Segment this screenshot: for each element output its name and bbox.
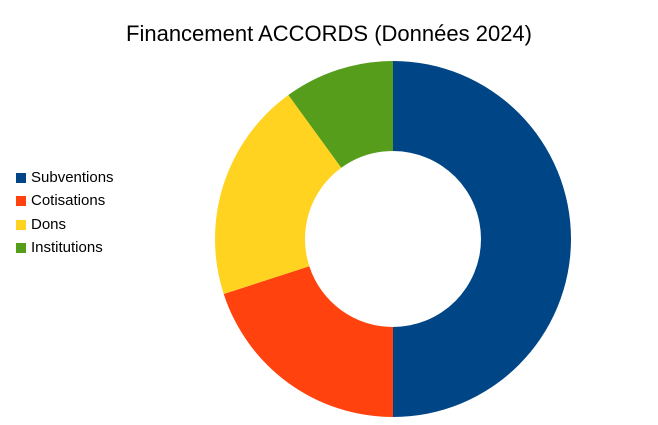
legend-label-subventions: Subventions	[31, 168, 114, 186]
legend-swatch-subventions	[16, 172, 26, 183]
legend-item-subventions: Subventions	[16, 166, 166, 190]
chart-title: Financement ACCORDS (Données 2024)	[126, 21, 532, 46]
legend-swatch-cotisations	[16, 196, 26, 207]
legend-item-institutions: Institutions	[16, 237, 166, 261]
legend-label-institutions: Institutions	[31, 239, 103, 257]
donut-slice-cotisations	[223, 266, 393, 417]
legend-label-cotisations: Cotisations	[31, 192, 106, 210]
legend-swatch-dons	[16, 219, 26, 230]
legend-label-dons: Dons	[31, 215, 67, 233]
legend: Subventions Cotisations Dons Institution…	[16, 166, 166, 260]
donut-slice-institutions	[288, 61, 393, 168]
donut-slice-subventions	[393, 61, 571, 417]
legend-item-cotisations: Cotisations	[16, 190, 166, 214]
donut-slice-dons	[214, 94, 342, 295]
legend-swatch-institutions	[16, 243, 26, 254]
legend-item-dons: Dons	[16, 213, 166, 237]
